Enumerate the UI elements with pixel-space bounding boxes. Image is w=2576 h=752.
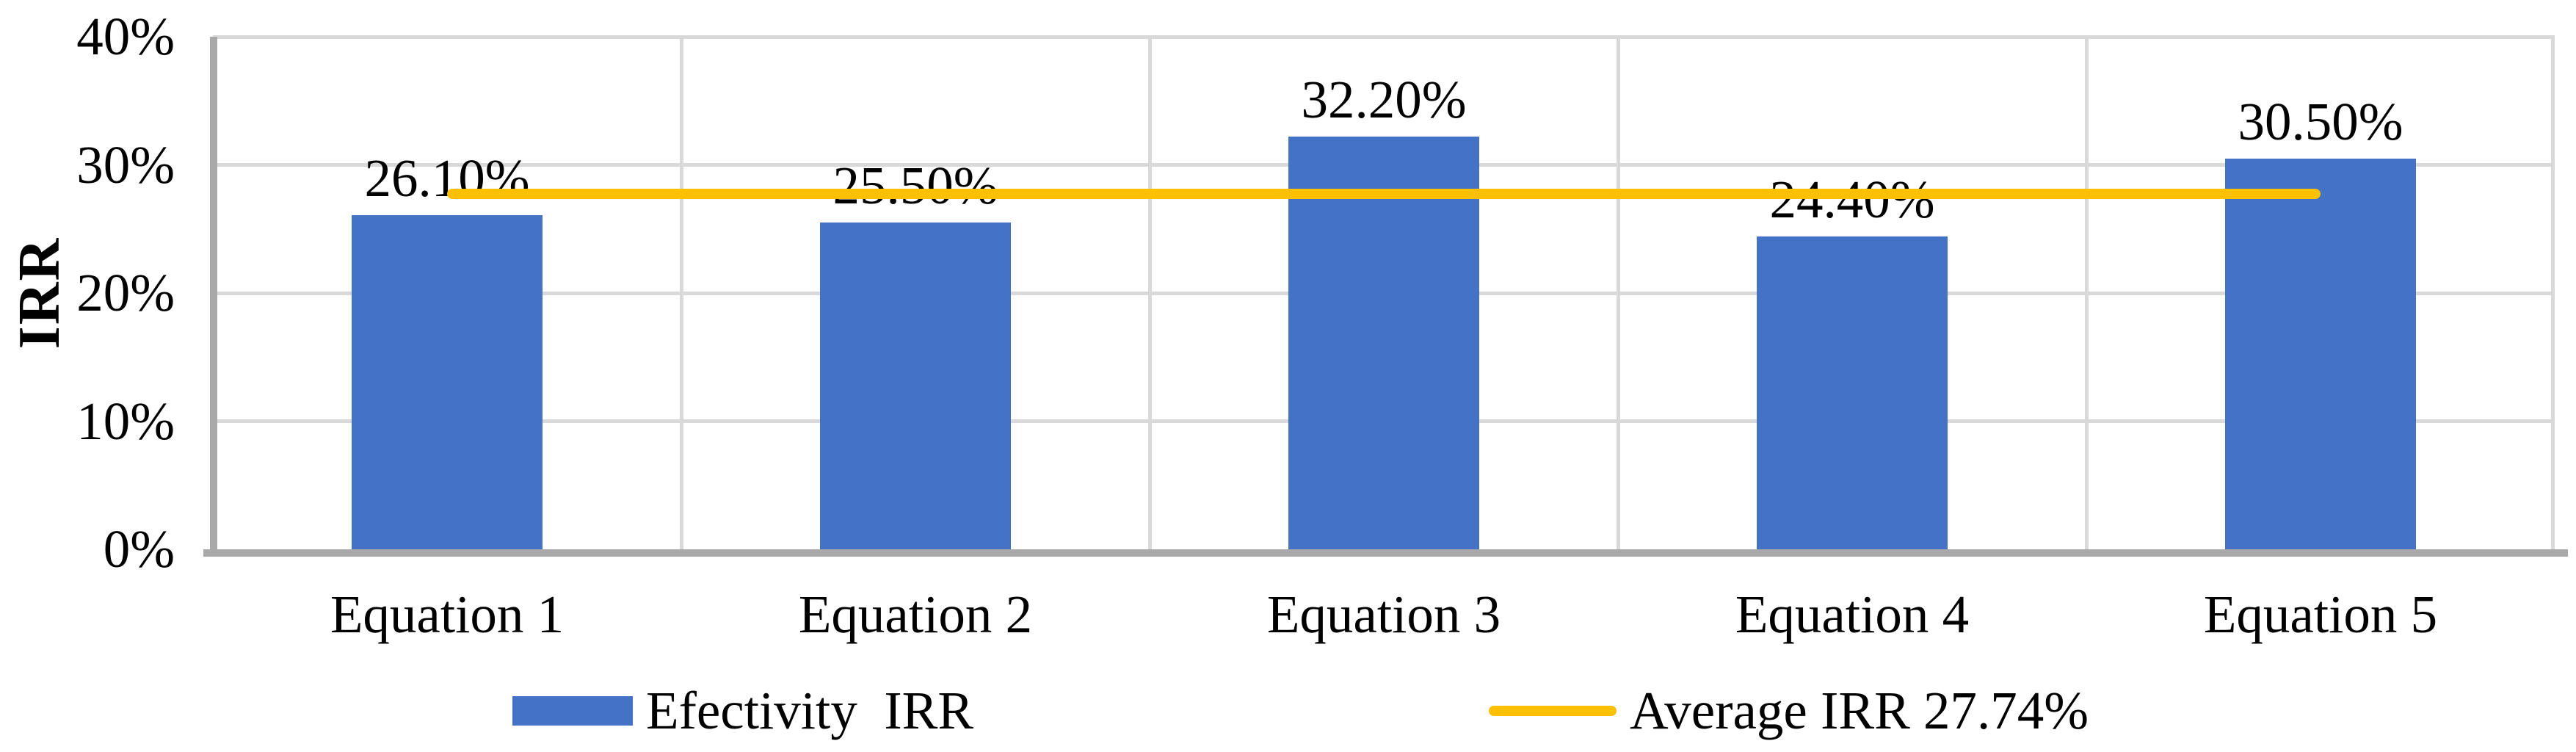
x-tick-label-equation-2: Equation 2 [798,585,1033,644]
x-axis-line [203,549,2568,557]
plot-area: 26.10% 25.50% 32.20% 24.40% 30.50% [213,35,2555,549]
legend-item-label: Average IRR 27.74% [1630,681,2089,740]
y-tick-label-0: 0% [103,519,175,579]
bar-equation-1 [352,214,543,549]
gridline-horizontal [213,35,2555,39]
y-tick-label-30: 30% [76,134,175,195]
legend-item-efectivity-irr: Efectivity IRR [512,682,973,740]
bar-equation-2 [820,223,1011,549]
bar-equation-4 [1757,236,1948,549]
x-tick-label-equation-3: Equation 3 [1266,585,1501,644]
bar-equation-3 [1288,137,1479,549]
gridline-vertical [1147,37,1152,549]
bar-equation-5 [2225,158,2416,549]
legend-item-label: Efectivity IRR [646,681,974,740]
gridline-vertical [1616,37,1620,549]
bar-value-label-2: 25.50% [832,156,998,216]
legend-bar-swatch [512,696,633,726]
x-tick-label-equation-1: Equation 1 [330,585,565,644]
y-tick-label-40: 40% [76,7,175,66]
bar-value-label-1: 26.10% [364,148,530,208]
gridline-vertical [679,37,683,549]
bar-value-label-4: 24.40% [1769,170,1935,230]
y-axis-line [210,37,217,553]
x-tick-label-equation-5: Equation 5 [2203,585,2438,644]
y-tick-label-20: 20% [76,263,175,322]
legend-item-average-irr: Average IRR 27.74% [1489,682,2089,740]
x-tick-label-equation-4: Equation 4 [1735,585,1970,644]
legend-line-swatch [1489,706,1617,716]
bar-value-label-5: 30.50% [2238,91,2403,151]
bar-value-label-3: 32.20% [1301,70,1467,130]
average-irr-line [447,188,2321,199]
y-tick-label-10: 10% [76,391,175,451]
gridline-vertical [2084,37,2089,549]
plot-right-border [2551,37,2555,549]
